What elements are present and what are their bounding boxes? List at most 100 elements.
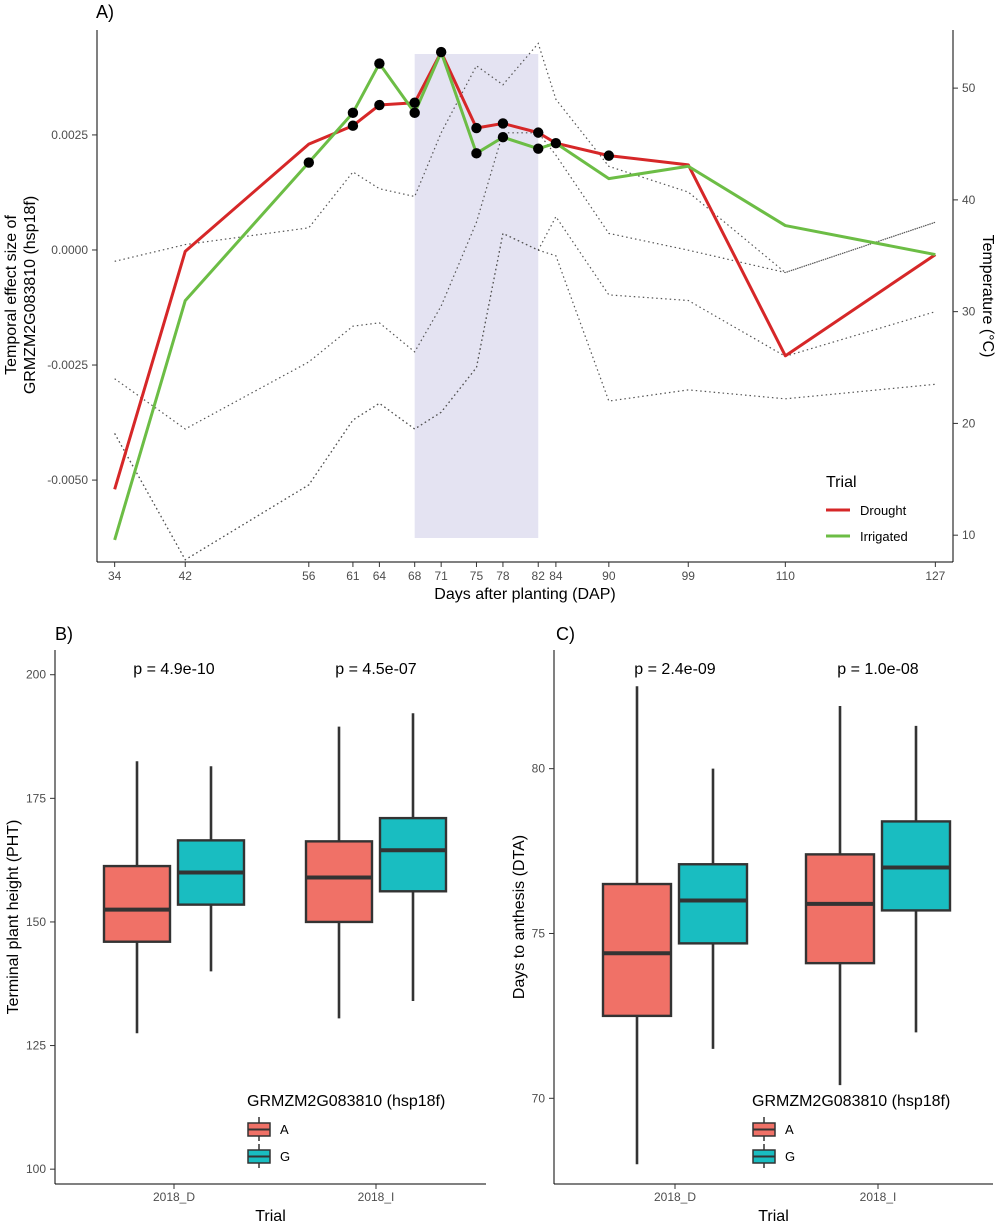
box-2018_D-A [102,761,172,1034]
significant-point [471,148,482,159]
x-tick-label: 68 [408,569,422,583]
temperature-line-2 [114,132,936,430]
x-tick-label: 71 [434,569,448,583]
box-body [102,864,172,943]
significant-point [409,97,420,108]
x-tick-label: 110 [776,569,795,583]
x-tick-label: 78 [496,569,510,583]
significant-point [347,120,359,131]
y-tick-label: 75 [532,926,546,940]
y-axis-title: Terminal plant height (PHT) [5,820,22,1015]
panel-label-a: A) [96,2,114,22]
significant-point [374,58,385,69]
y2-tick-label: 30 [962,305,976,319]
x-tick-label: 61 [346,569,360,583]
legend-title: Trial [826,474,857,491]
box-2018_I-G [378,713,448,1002]
x-tick-label: 2018_D [153,1190,195,1204]
legend-label-a: A [785,1122,794,1137]
panel-c: 70 75 80 2018_D 2018_I p = 2.4e-09 p = 1.0e-08… [511,624,993,1223]
x-axis-title: Days after planting (DAP) [434,586,615,603]
x-tick-label: 99 [682,569,696,583]
temperature-line-1 [114,42,936,274]
x-axis-title: Trial [255,1208,286,1223]
significant-point [471,122,482,134]
y-tick-label: 0.0000 [51,243,88,257]
legend-label-irrigated: Irrigated [860,529,908,544]
significant-point [435,46,447,58]
box-2018_I-A [304,726,374,1019]
x-tick-label: 2018_D [654,1190,696,1204]
panel-label: B) [55,624,73,644]
panel-a: 34 42 56 61 64 68 71 75 78 82 84 90 99 110 127 0.0025 0.… [3,2,996,603]
x-tick-label: 34 [108,569,122,583]
y-tick-label: 125 [26,1039,46,1053]
x-tick-label: 82 [532,569,546,583]
panel-b: 100 125 150 175 200 2018_D 2018_I p = 4.9e-10 p … [5,624,486,1223]
y-tick-label: 150 [26,915,46,929]
legend-label-a: A [280,1122,289,1137]
box-body [804,853,876,965]
box-2018_I-G [880,725,952,1033]
x-tick-label: 2018_I [358,1190,395,1204]
significant-point [533,127,544,138]
y2-tick-label: 20 [962,416,976,430]
box-body [378,816,448,893]
y2-tick-label: 50 [962,81,976,95]
box-2018_D-G [176,766,246,972]
legend-label-g: G [280,1149,290,1164]
legend-label-g: G [785,1149,795,1164]
legend-title: GRMZM2G083810 (hsp18f) [247,1093,445,1110]
x-axis-title: Trial [758,1208,789,1223]
legend-allele: GRMZM2G083810 (hsp18f) AG [752,1093,950,1168]
x-tick-label: 42 [179,569,193,583]
y-tick-label: -0.0025 [47,358,88,372]
y-axis-title-line1: Temporal effect size of [3,215,20,375]
significant-point [603,150,615,161]
box-2018_D-G [677,768,749,1049]
legend-label-drought: Drought [860,503,907,518]
y-tick-label: 0.0025 [51,128,88,142]
y-tick-label: 200 [26,668,46,682]
y-tick-label: 100 [26,1162,46,1176]
y-tick-label: 80 [532,762,546,776]
y-axis-title-line2: GRMZM2G083810 (hsp18f) [22,196,39,394]
y2-axis-title: Temperature (°C) [979,235,996,358]
significant-point [497,132,509,143]
box-body [677,863,749,945]
significant-point [347,107,359,119]
box-2018_D-A [601,686,673,1165]
p-value-label: p = 4.9e-10 [133,661,215,678]
x-tick-label: 84 [549,569,563,583]
legend-title: GRMZM2G083810 (hsp18f) [752,1093,950,1110]
box-body [601,882,673,1018]
panel-label: C) [556,624,575,644]
p-value-label: p = 2.4e-09 [634,661,716,678]
x-tick-label: 64 [373,569,387,583]
x-tick-label: 2018_I [860,1190,897,1204]
significant-point [409,107,420,119]
y-axis-title: Days to anthesis (DTA) [511,835,528,999]
x-tick-label: 75 [470,569,484,583]
significant-point [497,118,509,129]
y-tick-label: -0.0050 [47,473,88,487]
p-value-label: p = 4.5e-07 [335,661,417,678]
y-tick-label: 70 [532,1091,546,1105]
temperature-line-4 [114,232,936,561]
significant-point [550,138,562,149]
y2-tick-label: 10 [962,528,976,542]
x-tick-label: 90 [602,569,616,583]
heat-period-shade [414,54,539,538]
legend-allele: GRMZM2G083810 (hsp18f) AG [247,1093,445,1168]
x-tick-label: 127 [925,569,945,583]
p-value-label: p = 1.0e-08 [837,661,919,678]
box-body [304,840,374,924]
x-tick-label: 56 [302,569,316,583]
y-tick-label: 175 [26,791,46,805]
significant-point [533,143,544,154]
box-2018_I-A [804,706,876,1086]
y2-tick-label: 40 [962,193,976,207]
significant-point [374,99,385,111]
